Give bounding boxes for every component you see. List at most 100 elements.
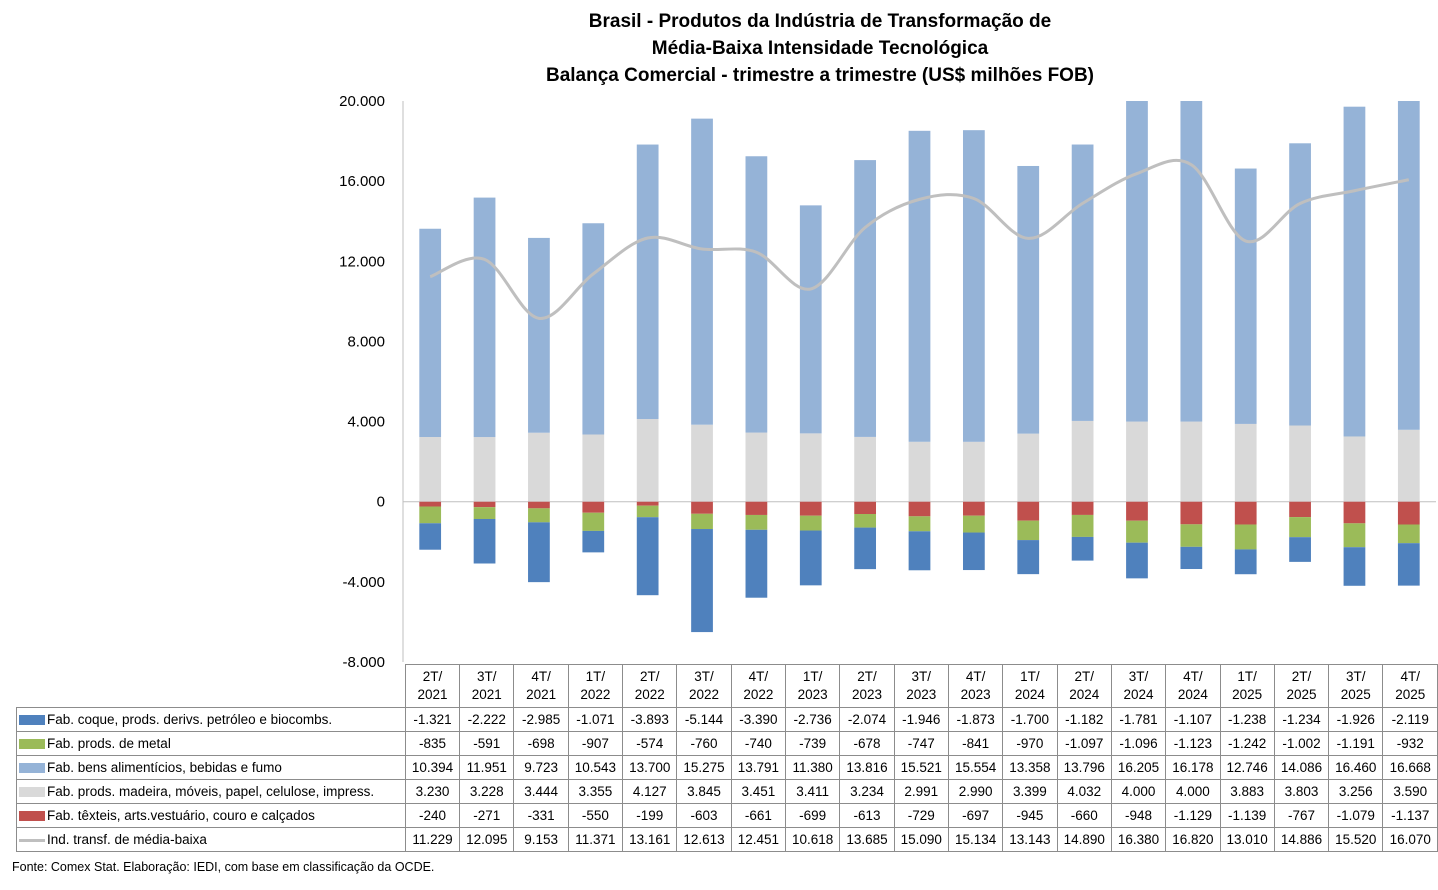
bar-fab-coque-prods-derivs-petroleo-e-biocombs: [582, 530, 605, 553]
data-label: 11.951: [459, 755, 515, 780]
bar-fab-texteis-arts-vestuario-couro-e-calcados: [1071, 501, 1094, 515]
data-label: 3.234: [839, 779, 895, 804]
x-tick-year: 2022: [689, 687, 720, 702]
x-tick-quarter: 3T/: [694, 669, 714, 684]
data-label: 4.000: [1165, 779, 1221, 804]
y-tick-label: 4.000: [347, 414, 385, 431]
data-label: 3.256: [1328, 779, 1384, 804]
bar-fab-coque-prods-derivs-petroleo-e-biocombs: [854, 527, 877, 570]
bar-fab-coque-prods-derivs-petroleo-e-biocombs: [1126, 542, 1148, 579]
x-tick-label: 2T/2021: [404, 664, 461, 708]
legend-swatch: [19, 739, 45, 750]
x-tick-year: 2025: [1232, 687, 1263, 702]
data-label: -591: [459, 731, 515, 756]
bar-fab-prods-de-metal: [473, 507, 496, 519]
data-label: -5.144: [676, 707, 732, 732]
data-label: 3.355: [567, 779, 624, 804]
data-label: -1.182: [1056, 707, 1112, 732]
table-corner-blank: [16, 664, 406, 708]
x-tick-quarter: 4T/: [965, 669, 986, 684]
y-tick-label: 12.000: [339, 253, 385, 270]
data-label: 3.444: [513, 779, 569, 804]
bar-fab-texteis-arts-vestuario-couro-e-calcados: [854, 501, 877, 514]
data-label: 15.554: [947, 755, 1004, 780]
data-label: 3.590: [1382, 779, 1438, 804]
bar-fab-prods-de-metal: [854, 513, 877, 528]
data-label: -1.234: [1273, 707, 1330, 732]
data-label: -1.321: [404, 707, 461, 732]
bar-fab-prods-de-metal: [1071, 514, 1094, 537]
x-tick-year: 2025: [1340, 687, 1371, 702]
x-tick-label: 1T/2023: [784, 664, 841, 708]
bar-fab-bens-alimenticios-bebidas-e-fumo: [1126, 101, 1148, 422]
bar-fab-coque-prods-derivs-petroleo-e-biocombs: [1289, 537, 1311, 562]
data-label: -1.139: [1219, 803, 1275, 828]
data-label: 2.991: [893, 779, 949, 804]
bar-fab-texteis-arts-vestuario-couro-e-calcados: [1234, 501, 1257, 525]
x-tick-year: 2024: [1014, 687, 1045, 702]
bar-fab-prods-madeira-moveis-papel-celulose-impress: [1343, 436, 1366, 502]
x-tick-label: 1T/2025: [1219, 664, 1275, 708]
data-label: -2.736: [784, 707, 841, 732]
data-label: -550: [567, 803, 624, 828]
bar-fab-coque-prods-derivs-petroleo-e-biocombs: [962, 532, 985, 571]
bar-fab-coque-prods-derivs-petroleo-e-biocombs: [636, 517, 659, 596]
legend-swatch: [19, 811, 45, 822]
x-tick-label: 2T/2023: [839, 664, 895, 708]
data-label: 15.521: [893, 755, 949, 780]
data-label: 12.613: [676, 827, 732, 852]
bar-fab-prods-de-metal: [1343, 523, 1366, 548]
x-tick-label: 3T/2021: [459, 664, 515, 708]
bar-fab-bens-alimenticios-bebidas-e-fumo: [854, 160, 877, 437]
bar-fab-texteis-arts-vestuario-couro-e-calcados: [962, 501, 985, 516]
bar-fab-prods-madeira-moveis-papel-celulose-impress: [636, 419, 659, 502]
bar-fab-prods-de-metal: [1234, 524, 1257, 550]
data-label: -1.002: [1273, 731, 1330, 756]
bar-fab-prods-de-metal: [636, 505, 659, 518]
data-label: 9.153: [513, 827, 569, 852]
x-tick-quarter: 3T/: [1128, 669, 1149, 684]
data-label: 9.723: [513, 755, 569, 780]
data-label: -945: [1002, 803, 1058, 828]
bar-fab-prods-de-metal: [1289, 517, 1311, 538]
chart-title: Brasil - Produtos da Indústria de Transf…: [430, 8, 1210, 89]
bar-fab-bens-alimenticios-bebidas-e-fumo: [745, 156, 768, 433]
y-tick-label: 20.000: [339, 93, 385, 110]
bar-fab-coque-prods-derivs-petroleo-e-biocombs: [419, 523, 442, 550]
data-label: 13.791: [730, 755, 787, 780]
x-tick-label: 4T/2025: [1382, 664, 1438, 708]
data-label: 3.411: [784, 779, 841, 804]
data-label: 16.070: [1382, 827, 1438, 852]
bar-fab-prods-de-metal: [799, 515, 822, 531]
bar-fab-bens-alimenticios-bebidas-e-fumo: [908, 130, 931, 442]
bar-fab-coque-prods-derivs-petroleo-e-biocombs: [745, 529, 768, 598]
x-tick-quarter: 1T/: [802, 669, 823, 684]
legend-swatch: [19, 787, 45, 798]
x-tick-quarter: 2T/: [422, 669, 443, 684]
data-label: 3.399: [1002, 779, 1058, 804]
table-row: Fab. prods. de metal -835 -591 -698 -907 -574…: [16, 731, 1438, 756]
data-label: -3.893: [622, 707, 678, 732]
bar-fab-prods-madeira-moveis-papel-celulose-impress: [962, 441, 985, 502]
bar-fab-prods-madeira-moveis-papel-celulose-impress: [1126, 421, 1148, 502]
x-tick-year: 2022: [634, 687, 665, 702]
data-table-legend: 2T/2021 3T/2021 4T/2021 1T/2022 2T/2022 3T/20…: [16, 664, 1438, 852]
data-label: -1.242: [1219, 731, 1275, 756]
data-label: -729: [893, 803, 949, 828]
bar-fab-bens-alimenticios-bebidas-e-fumo: [473, 197, 496, 438]
bar-fab-coque-prods-derivs-petroleo-e-biocombs: [691, 529, 713, 633]
bar-fab-bens-alimenticios-bebidas-e-fumo: [1234, 168, 1257, 424]
bar-fab-bens-alimenticios-bebidas-e-fumo: [1180, 101, 1203, 422]
data-label: 16.668: [1382, 755, 1438, 780]
bar-fab-prods-de-metal: [1126, 520, 1148, 543]
x-tick-label: 4T/2024: [1165, 664, 1221, 708]
data-label: 13.010: [1219, 827, 1275, 852]
data-label: -2.119: [1382, 707, 1438, 732]
bar-fab-texteis-arts-vestuario-couro-e-calcados: [745, 501, 768, 515]
bar-fab-coque-prods-derivs-petroleo-e-biocombs: [1397, 543, 1420, 586]
legend-entry: Fab. prods. de metal: [16, 731, 406, 756]
x-tick-year: 2022: [743, 687, 774, 702]
data-label: -331: [513, 803, 569, 828]
bar-fab-prods-de-metal: [528, 508, 550, 523]
